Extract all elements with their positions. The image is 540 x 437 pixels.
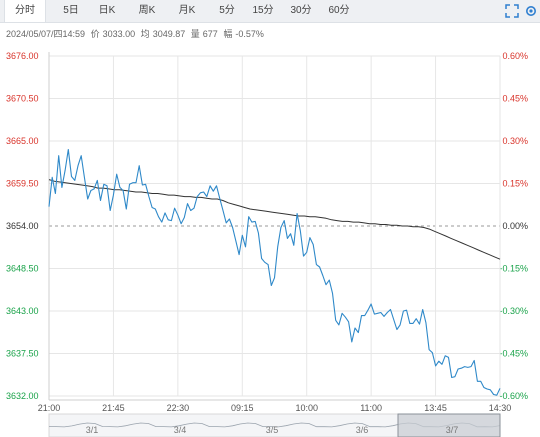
info-price-label: 价	[90, 29, 100, 39]
x-tick-label: 11:00	[360, 403, 382, 413]
y-tick-label-left: 3637.50	[6, 349, 39, 359]
y-tick-label-left: 3670.50	[6, 94, 39, 104]
y-tick-label-right: -0.15%	[499, 264, 528, 274]
y-tick-label-right: -0.45%	[499, 349, 528, 359]
y-tick-label-right: -0.30%	[499, 306, 528, 316]
navigator-date-label: 3/4	[174, 425, 187, 435]
y-tick-label-right: 0.60%	[502, 51, 528, 61]
tab-period-1[interactable]: 5日	[63, 5, 79, 16]
x-tick-label: 09:15	[231, 403, 254, 413]
y-tick-label-left: 3659.50	[6, 179, 39, 189]
navigator-date-label: 3/1	[86, 425, 99, 435]
info-readout: 2024/05/07/四14:59 价 3033.00 均 3049.87 量 677…	[6, 27, 267, 40]
x-tick-label: 22:30	[167, 403, 190, 413]
info-vol: 677	[202, 29, 218, 39]
x-tick-label: 14:30	[489, 403, 512, 413]
x-tick-label: 21:00	[38, 403, 61, 413]
y-tick-label-left: 3648.50	[6, 264, 39, 274]
y-tick-label-left: 3676.00	[6, 51, 39, 61]
tab-period-6[interactable]: 15分	[252, 5, 274, 16]
fullscreen-icon[interactable]	[505, 4, 519, 18]
info-chg: -0.57%	[235, 29, 264, 39]
info-datetime: 2024/05/07/四14:59	[6, 29, 86, 39]
y-tick-label-left: 3632.00	[6, 391, 39, 401]
tab-intraday[interactable]: 分时	[4, 0, 46, 22]
navigator-selection-handle[interactable]	[397, 413, 501, 437]
navigator-date-label: 3/7	[446, 425, 459, 435]
x-tick-label: 21:45	[102, 403, 125, 413]
tab-period-2[interactable]: 日K	[98, 5, 116, 16]
y-tick-label-right: 0.30%	[502, 136, 528, 146]
tab-period-7[interactable]: 30分	[290, 5, 312, 16]
navigator-date-label: 3/6	[356, 425, 369, 435]
y-tick-label-right: 0.15%	[502, 179, 528, 189]
x-tick-label: 13:45	[424, 403, 447, 413]
y-tick-label-left: 3654.00	[6, 221, 39, 231]
avg-price-line	[48, 179, 501, 260]
navigator-date-label: 3/5	[266, 425, 279, 435]
y-tick-label-left: 3643.00	[6, 306, 39, 316]
info-avg: 3049.87	[152, 29, 186, 39]
tab-period-8[interactable]: 60分	[328, 5, 350, 16]
y-tick-label-right: 0.00%	[502, 221, 528, 231]
info-vol-label: 量	[190, 29, 200, 39]
info-avg-label: 均	[140, 29, 150, 39]
x-tick-label: 10:00	[295, 403, 318, 413]
settings-icon[interactable]	[524, 4, 538, 18]
price-line	[48, 148, 501, 396]
y-tick-label-right: 0.45%	[502, 94, 528, 104]
tab-period-4[interactable]: 月K	[178, 5, 196, 16]
info-chg-label: 幅	[223, 29, 233, 39]
y-tick-label-right: -0.60%	[499, 391, 528, 401]
tab-period-5[interactable]: 5分	[219, 5, 235, 16]
tab-period-3[interactable]: 周K	[138, 5, 156, 16]
info-price: 3033.00	[102, 29, 136, 39]
period-tab-bar: 分时 5日 日K 周K 月K 5分 15分 30分 60分	[0, 0, 540, 23]
navigator-selection	[398, 414, 500, 437]
y-tick-label-left: 3665.00	[6, 136, 39, 146]
